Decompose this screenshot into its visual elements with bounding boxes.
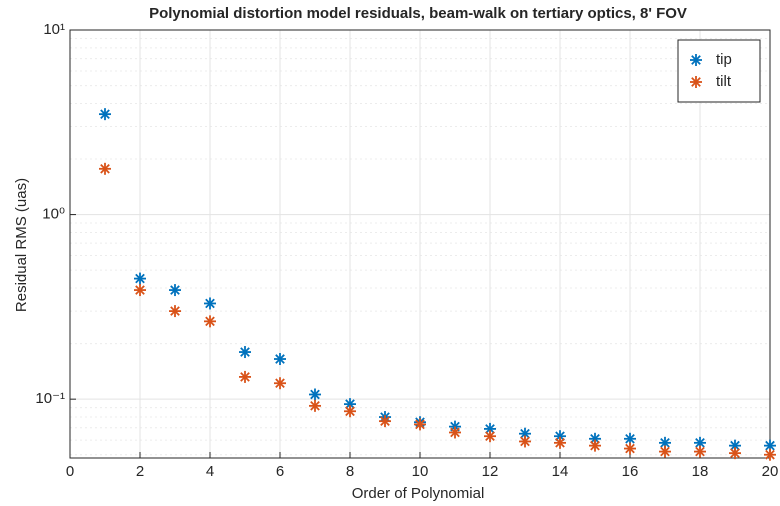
x-tick-label: 6 — [276, 463, 284, 480]
marker — [414, 418, 426, 431]
marker — [204, 297, 216, 310]
y-axis-label: Residual RMS (uas) — [13, 178, 30, 312]
marker-stroke — [100, 109, 110, 119]
marker — [449, 426, 461, 439]
marker — [729, 447, 741, 460]
x-tick-label: 20 — [762, 463, 779, 480]
x-tick-label: 4 — [206, 463, 214, 480]
marker-stroke — [695, 437, 705, 448]
x-tick-label: 8 — [346, 463, 354, 480]
legend-label: tip — [716, 51, 732, 68]
plot-frame — [69, 29, 771, 459]
marker-stroke — [170, 306, 180, 316]
y-tick-label: 10¹ — [43, 21, 65, 38]
x-tick-label: 18 — [692, 463, 709, 480]
marker — [309, 399, 321, 412]
x-tick-label: 0 — [66, 463, 74, 480]
marker-stroke — [660, 446, 670, 457]
marker-stroke — [660, 437, 670, 448]
marker-stroke — [625, 443, 635, 454]
marker-stroke — [345, 406, 355, 417]
marker-stroke — [135, 285, 145, 295]
marker-stroke — [205, 298, 215, 309]
marker-stroke — [730, 440, 740, 451]
marker-stroke — [240, 372, 250, 382]
marker — [134, 272, 146, 285]
marker — [169, 305, 181, 318]
marker — [239, 370, 251, 383]
marker-stroke — [765, 440, 775, 451]
marker-stroke — [520, 436, 530, 447]
marker-stroke — [415, 419, 425, 430]
legend-marker — [690, 54, 702, 66]
marker-stroke — [691, 55, 701, 65]
marker-stroke — [345, 399, 355, 409]
marker — [99, 108, 111, 121]
marker-stroke — [240, 347, 250, 357]
marker — [694, 445, 706, 458]
chart-title: Polynomial distortion model residuals, b… — [149, 5, 687, 22]
marker — [134, 284, 146, 297]
marker-stroke — [485, 424, 495, 434]
marker-stroke — [275, 354, 285, 364]
marker — [554, 436, 566, 449]
marker-stroke — [275, 378, 285, 389]
marker — [484, 430, 496, 443]
marker — [344, 405, 356, 418]
marker-stroke — [485, 431, 495, 442]
marker — [204, 315, 216, 328]
marker-stroke — [450, 427, 460, 438]
y-tick-label: 10⁰ — [42, 206, 65, 223]
marker — [519, 435, 531, 448]
marker-stroke — [170, 285, 180, 295]
legend-box — [677, 39, 761, 103]
marker — [274, 353, 286, 366]
marker-stroke — [380, 416, 390, 426]
marker-stroke — [691, 77, 701, 87]
marker-stroke — [730, 448, 740, 458]
x-tick-label: 2 — [136, 463, 144, 480]
marker — [624, 442, 636, 455]
marker-stroke — [625, 433, 635, 444]
y-tick-label: 10⁻¹ — [35, 390, 65, 407]
marker-stroke — [205, 316, 215, 327]
marker — [274, 377, 286, 390]
marker-stroke — [590, 440, 600, 451]
legend-marker — [690, 76, 702, 88]
marker-stroke — [310, 389, 320, 400]
marker-stroke — [100, 163, 110, 174]
x-tick-label: 10 — [412, 463, 429, 480]
x-axis-label: Order of Polynomial — [352, 485, 485, 502]
marker — [169, 284, 181, 297]
marker — [379, 415, 391, 428]
x-tick-label: 12 — [482, 463, 499, 480]
legend-label: tilt — [716, 73, 732, 90]
marker — [309, 388, 321, 401]
marker-stroke — [695, 446, 705, 457]
marker — [99, 162, 111, 175]
x-tick-label: 14 — [552, 463, 569, 480]
legend: tip tilt — [677, 39, 761, 103]
marker — [659, 445, 671, 458]
marker-stroke — [520, 428, 530, 439]
marker — [764, 448, 776, 461]
marker — [239, 346, 251, 359]
marker — [589, 439, 601, 452]
marker-stroke — [555, 437, 565, 448]
marker-stroke — [135, 273, 145, 284]
marker-stroke — [765, 449, 775, 460]
x-tick-label: 16 — [622, 463, 639, 480]
marker-stroke — [310, 401, 320, 411]
